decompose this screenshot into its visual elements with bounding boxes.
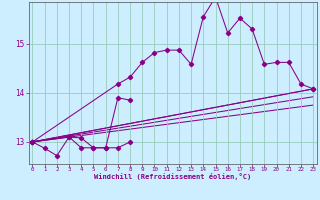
X-axis label: Windchill (Refroidissement éolien,°C): Windchill (Refroidissement éolien,°C) [94, 173, 252, 180]
